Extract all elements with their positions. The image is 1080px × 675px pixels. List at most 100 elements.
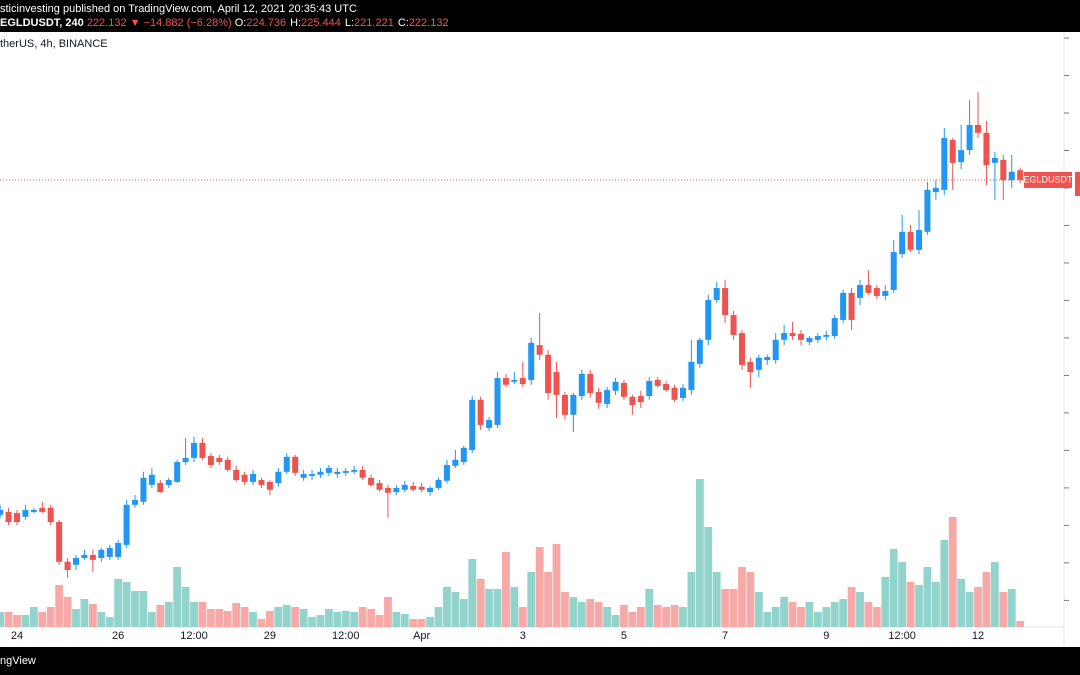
candle-body: [536, 345, 543, 355]
volume-bar: [46, 607, 55, 627]
volume-bar: [788, 602, 797, 627]
candle-body: [899, 231, 906, 254]
candle-body: [663, 384, 670, 391]
volume-bar: [147, 612, 156, 627]
volume-bar: [990, 562, 999, 627]
volume-bar: [173, 567, 182, 627]
volume-bar: [653, 605, 662, 627]
volume-bar: [400, 614, 409, 627]
candle-body: [637, 396, 644, 403]
candle-body: [0, 510, 4, 515]
volume-bar: [754, 592, 763, 627]
candle-body: [258, 480, 265, 485]
volume-bar: [670, 605, 679, 627]
volume-bar: [864, 602, 873, 627]
volume-bar: [63, 597, 72, 627]
volume-bar: [13, 615, 21, 627]
volume-bar: [746, 572, 755, 627]
candle-body: [460, 447, 467, 463]
candle-body: [840, 292, 847, 320]
candle-body: [696, 339, 703, 364]
volume-bar: [232, 603, 241, 627]
volume-bar: [738, 567, 746, 627]
volume-bar: [249, 612, 257, 627]
chart-title: therUS, 4h, BINANCE: [0, 38, 108, 50]
volume-bar: [620, 605, 628, 627]
volume-bar: [426, 617, 434, 627]
price-label-box: [1024, 171, 1072, 188]
volume-bar: [1016, 621, 1025, 627]
volume-bar: [156, 605, 165, 627]
candle-body: [772, 339, 779, 361]
volume-bar: [645, 589, 654, 627]
x-tick-label: Apr: [413, 630, 430, 642]
volume-bar: [527, 572, 536, 627]
candle-body: [443, 465, 450, 481]
volume-bar: [518, 607, 527, 627]
volume-bar: [105, 617, 114, 627]
volume-bar: [805, 602, 814, 627]
candle-body: [275, 471, 282, 484]
candle-body: [165, 480, 172, 485]
volume-bar: [55, 585, 64, 627]
candle-body: [612, 381, 619, 391]
volume-bar: [459, 599, 468, 627]
price-label: EGLDUSDT: [1023, 174, 1073, 184]
volume-bar: [510, 587, 519, 627]
ohlc-value: 221.221: [354, 17, 394, 29]
x-tick-label: 3: [520, 630, 526, 642]
volume-bar: [409, 619, 418, 627]
volume-bar: [316, 615, 325, 627]
x-tick-label: 5: [621, 630, 627, 642]
candle-body: [334, 471, 341, 475]
symbol: EGLDUSDT, 240: [0, 17, 84, 29]
volume-bar: [291, 607, 300, 627]
candle-body: [907, 231, 914, 250]
volume-bar: [80, 599, 89, 627]
volume-bar: [417, 619, 426, 627]
ohlc-value: 222.132: [408, 17, 449, 29]
candle-body: [174, 462, 181, 482]
volume-bar: [97, 612, 106, 627]
ohlc-label: H:: [290, 17, 302, 29]
ohlc-label: C:: [397, 17, 409, 29]
volume-bar: [847, 587, 856, 627]
candle-body: [401, 484, 408, 490]
volume-bar: [603, 607, 611, 627]
candle-body: [148, 474, 155, 485]
volume-bar: [856, 592, 864, 627]
volume-bar: [974, 587, 982, 627]
candle-body: [64, 561, 71, 571]
footer: ngView: [0, 647, 1080, 675]
volume-bar: [72, 609, 80, 627]
candle-body: [966, 124, 973, 151]
volume-bar: [181, 587, 190, 627]
candle-body: [47, 507, 54, 523]
volume-bar: [392, 612, 401, 627]
volume-bar: [965, 592, 974, 627]
volume-bar: [594, 602, 603, 627]
volume-bar: [561, 592, 569, 627]
candle-body: [629, 396, 636, 406]
volume-bar: [771, 607, 780, 627]
volume-bar: [122, 582, 131, 627]
volume-bar: [88, 604, 97, 627]
volume-bar: [38, 612, 47, 627]
candle-body: [309, 474, 316, 476]
candle-body: [73, 558, 80, 565]
volume-bar: [434, 607, 443, 627]
volume-bar: [780, 597, 789, 627]
x-tick-label: 12: [972, 630, 984, 642]
candle-body: [570, 394, 577, 415]
candle-body: [528, 342, 535, 380]
volume-bar: [139, 591, 148, 627]
candle-body: [224, 459, 231, 470]
volume-bar: [443, 587, 451, 627]
candle-body: [486, 420, 493, 428]
candle-body: [1000, 159, 1007, 181]
candle-body: [376, 483, 383, 490]
candle-body: [410, 486, 417, 490]
candle-body: [393, 487, 400, 493]
candle-body: [620, 382, 627, 397]
x-tick-label: 24: [11, 630, 23, 642]
